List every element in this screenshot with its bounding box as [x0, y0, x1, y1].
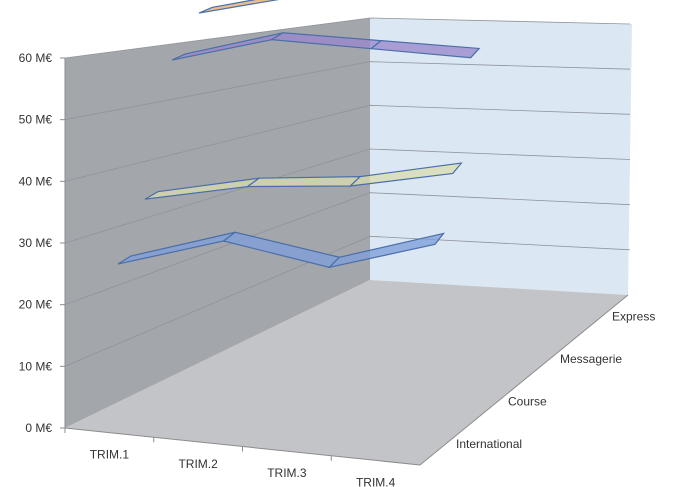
- surface-patch: [327, 232, 446, 269]
- x-tick-label: TRIM.2: [178, 457, 218, 471]
- left-wall: [65, 18, 370, 428]
- y-tick-label: 60 M€: [19, 51, 53, 65]
- y-tick-label: 10 M€: [19, 359, 53, 373]
- gridline: [64, 104, 631, 182]
- x-tick-label: TRIM.3: [267, 466, 307, 480]
- x-tick-label: TRIM.1: [90, 448, 130, 462]
- gridlines: [64, 17, 631, 367]
- y-tick-label: 40 M€: [19, 174, 53, 188]
- surface-patch: [198, 0, 280, 14]
- gridline: [64, 192, 631, 306]
- gridline: [64, 17, 631, 59]
- y-axis-ticks: 0 M€ 10 M€ 20 M€ 30 M€ 40 M€ 50 M€ 60 M€: [19, 51, 65, 435]
- surface-patch: [369, 40, 481, 59]
- x-axis-ticks: TRIM.1 TRIM.2 TRIM.3 TRIM.4: [64, 428, 396, 487]
- x-tick-label: TRIM.4: [356, 475, 396, 487]
- back-wall: [370, 18, 632, 295]
- series-tick-label: Course: [508, 394, 547, 408]
- depth-axis-line: [419, 294, 629, 466]
- depth-axis-ticks: International Course Messagerie Express: [456, 309, 655, 451]
- gridline: [64, 148, 631, 244]
- y-tick-label: 0 M€: [25, 421, 52, 435]
- gridline: [64, 235, 631, 367]
- surface-patch: [348, 162, 463, 187]
- series-tick-label: International: [456, 437, 522, 451]
- floor: [65, 280, 628, 465]
- surface-patch: [245, 175, 362, 188]
- gridline: [64, 61, 631, 121]
- series-tick-label: Express: [612, 309, 655, 323]
- surfaces: [117, 0, 481, 269]
- y-tick-label: 30 M€: [19, 236, 53, 250]
- series-tick-label: Messagerie: [560, 352, 622, 366]
- y-tick-label: 20 M€: [19, 298, 53, 312]
- y-tick-label: 50 M€: [19, 113, 53, 127]
